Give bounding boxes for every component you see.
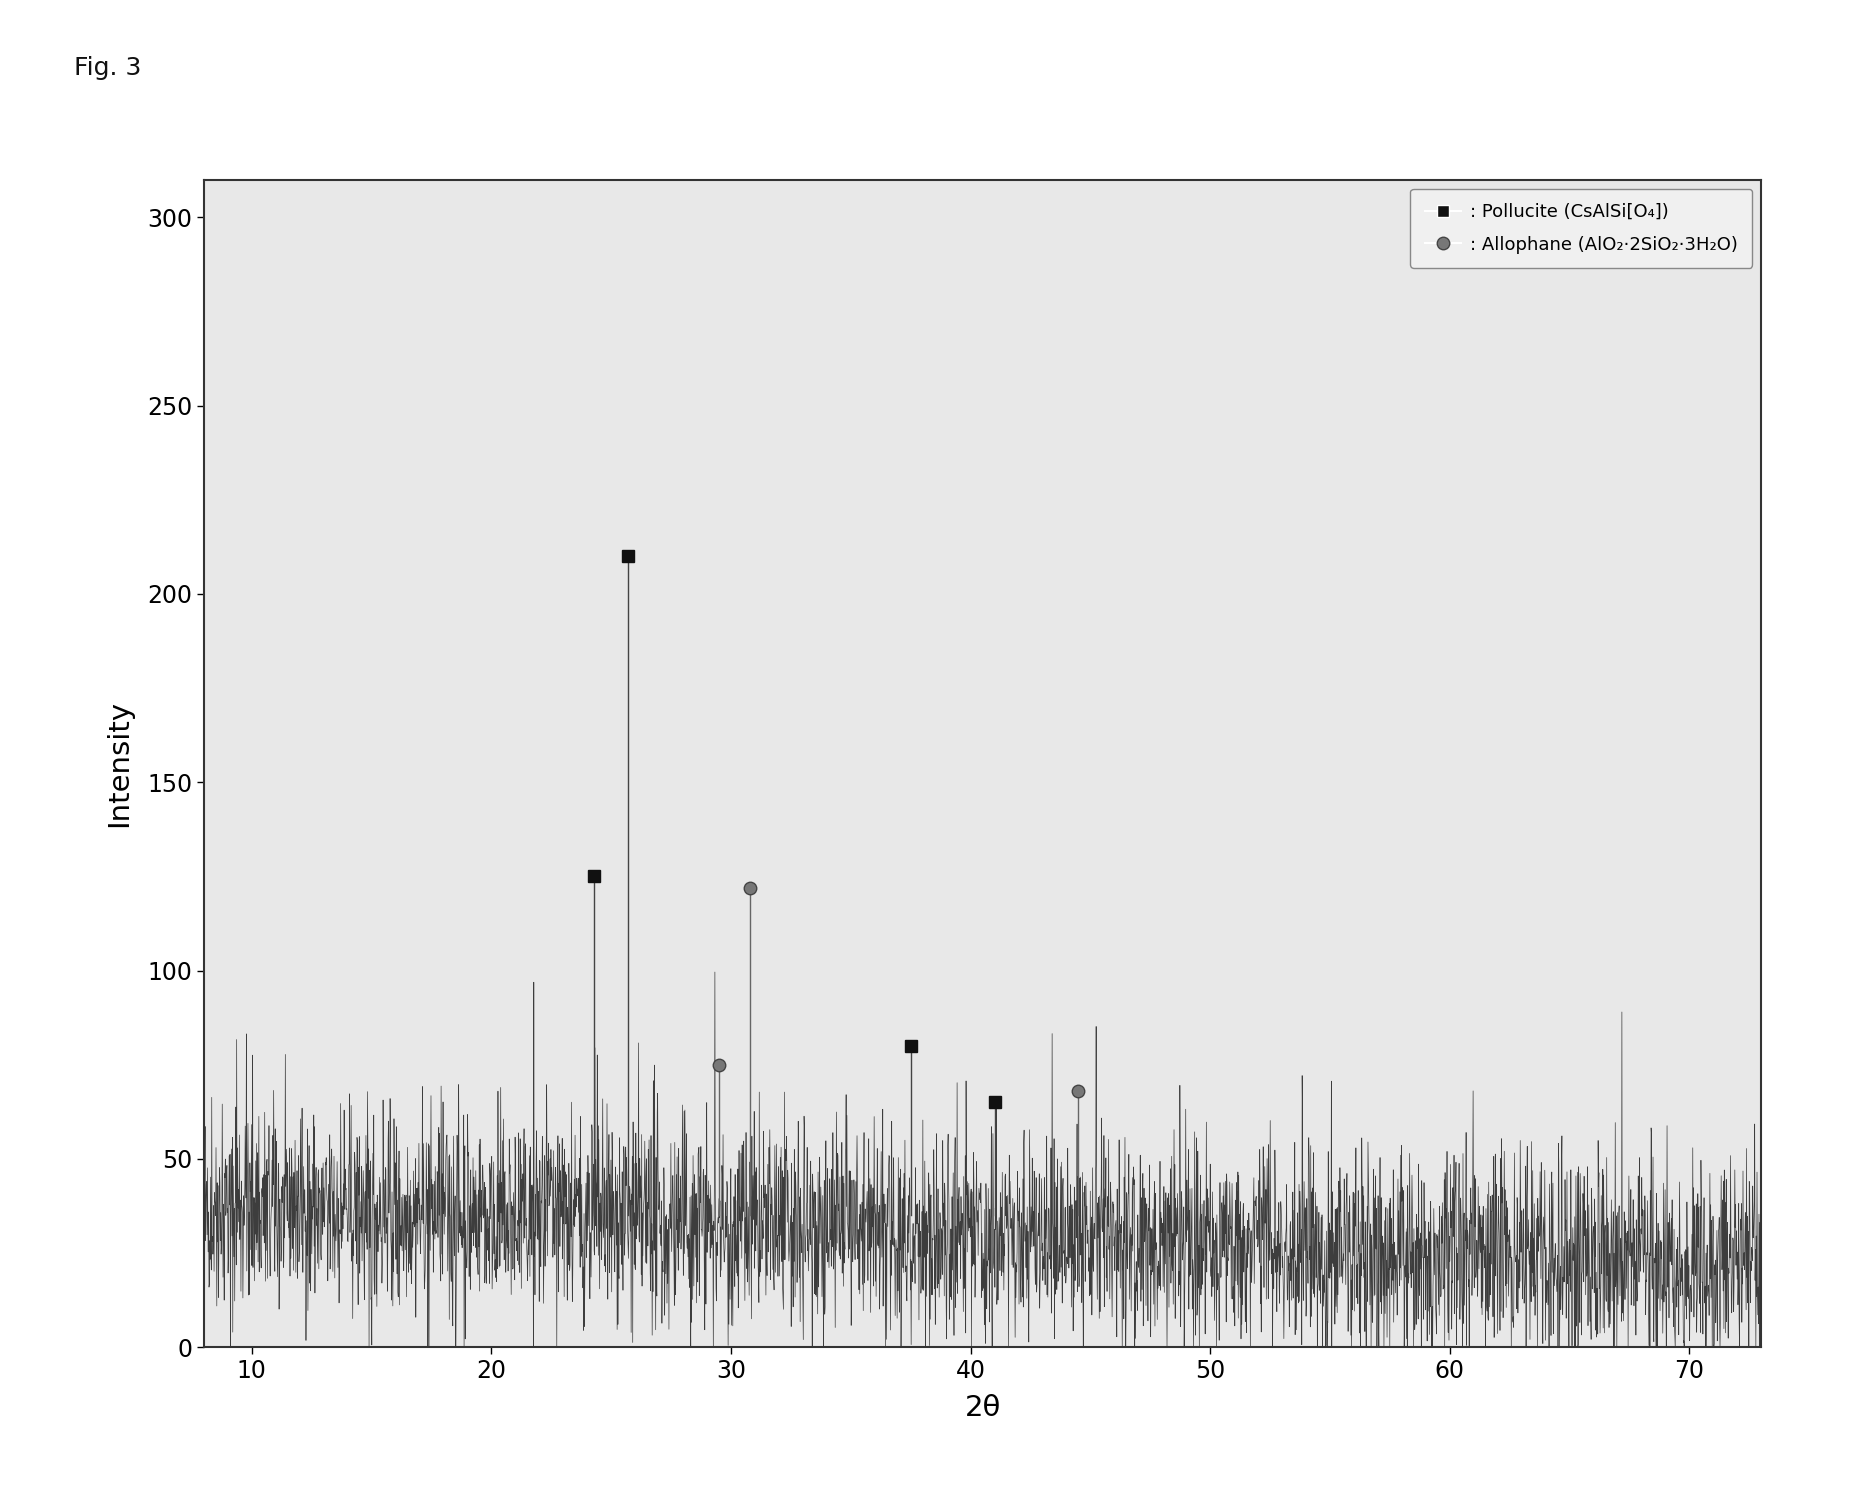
Legend: : Pollucite (CsAlSi[O₄]), : Allophane (AlO₂·2SiO₂·3H₂O): : Pollucite (CsAlSi[O₄]), : Allophane (A…	[1411, 189, 1752, 268]
X-axis label: 2θ: 2θ	[964, 1394, 1001, 1422]
Text: Fig. 3: Fig. 3	[74, 55, 141, 79]
Y-axis label: Intensity: Intensity	[106, 701, 133, 826]
